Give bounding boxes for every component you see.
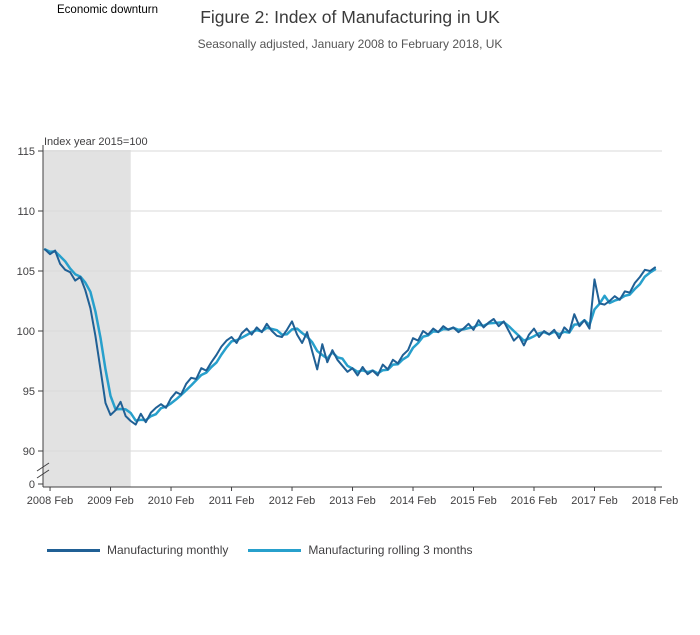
chart-title: Figure 2: Index of Manufacturing in UK <box>200 7 500 27</box>
svg-text:115: 115 <box>17 146 35 158</box>
svg-text:2013 Feb: 2013 Feb <box>329 495 375 507</box>
svg-text:2016 Feb: 2016 Feb <box>511 495 557 507</box>
svg-text:2018 Feb: 2018 Feb <box>632 495 678 507</box>
svg-text:90: 90 <box>23 446 35 458</box>
svg-text:100: 100 <box>17 326 35 338</box>
svg-text:2011 Feb: 2011 Feb <box>209 495 255 507</box>
legend: Manufacturing monthly Manufacturing roll… <box>47 543 493 557</box>
gridlines <box>43 150 662 452</box>
axis-break-mark <box>36 469 50 479</box>
legend-label-monthly: Manufacturing monthly <box>107 543 229 557</box>
axis-break-mark <box>36 462 50 472</box>
legend-item-rolling: Manufacturing rolling 3 months <box>248 543 473 557</box>
svg-text:2014 Feb: 2014 Feb <box>390 495 436 507</box>
monthly-line <box>44 248 656 426</box>
chart-subtitle: Seasonally adjusted, January 2008 to Feb… <box>197 37 503 51</box>
legend-item-monthly: Manufacturing monthly <box>47 543 228 557</box>
svg-text:110: 110 <box>17 206 35 218</box>
economic-downturn-label: Economic downturn <box>57 4 158 16</box>
y-tick-labels: 0 90 95 100 105 110 115 <box>17 146 43 491</box>
x-tick-labels: 2008 Feb 2009 Feb 2010 Feb 2011 Feb 2012 Feb… <box>27 487 678 507</box>
svg-text:2009 Feb: 2009 Feb <box>87 495 133 507</box>
svg-text:2015 Feb: 2015 Feb <box>450 495 496 507</box>
recession-shading <box>43 150 131 487</box>
y-axis-label: Index year 2015=100 <box>44 136 148 148</box>
svg-text:105: 105 <box>17 266 35 278</box>
rolling-line-swatch <box>248 548 302 552</box>
svg-text:2008 Feb: 2008 Feb <box>27 495 73 507</box>
legend-label-rolling: Manufacturing rolling 3 months <box>308 543 473 557</box>
svg-text:2010 Feb: 2010 Feb <box>148 495 194 507</box>
monthly-line-swatch <box>47 548 100 552</box>
svg-text:2012 Feb: 2012 Feb <box>269 495 315 507</box>
svg-text:2017 Feb: 2017 Feb <box>571 495 617 507</box>
svg-text:95: 95 <box>23 386 35 398</box>
svg-text:0: 0 <box>29 479 35 491</box>
rolling-3-months-line <box>43 248 657 422</box>
